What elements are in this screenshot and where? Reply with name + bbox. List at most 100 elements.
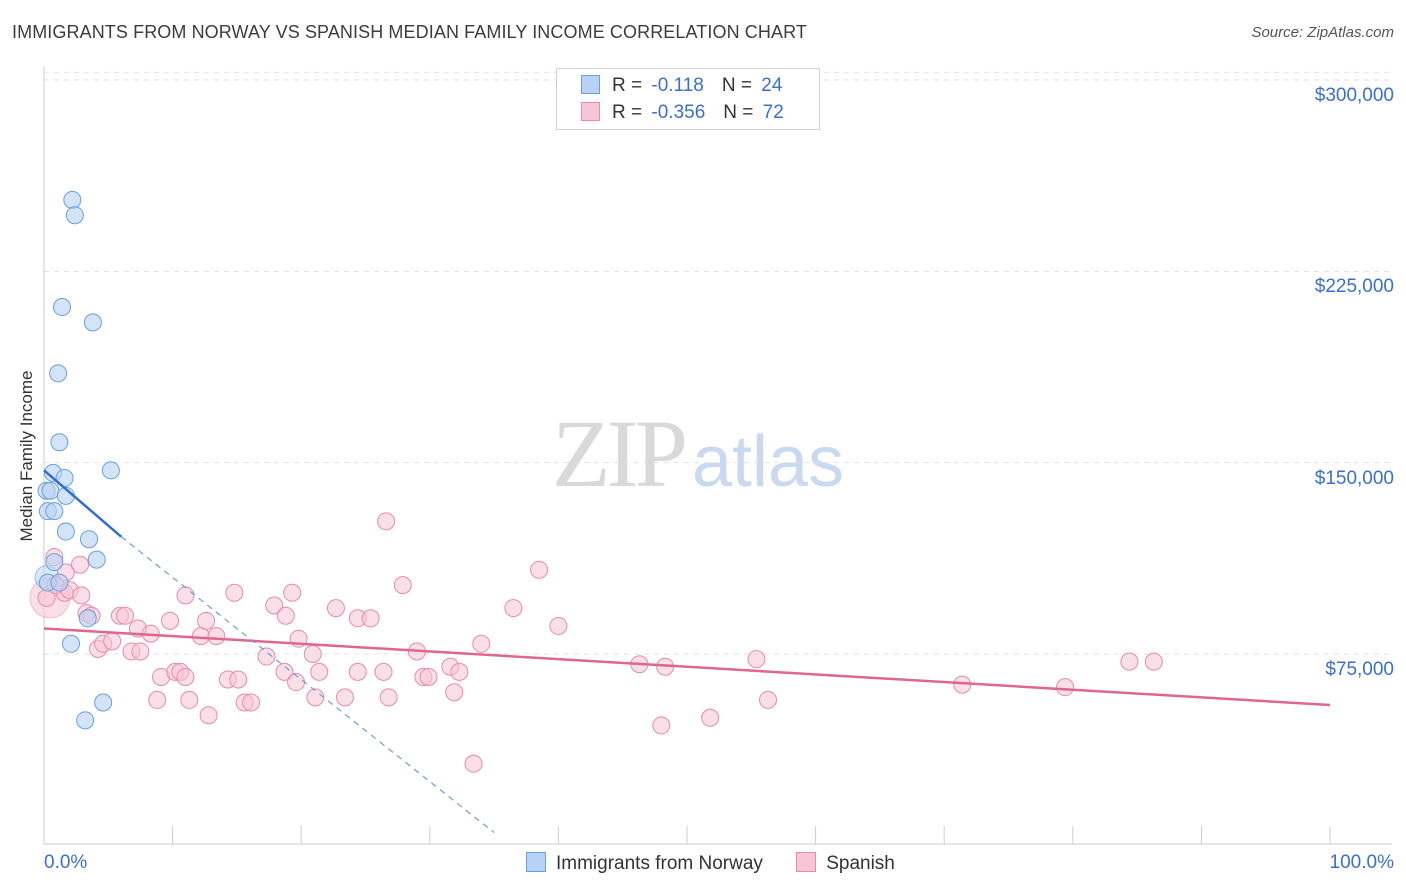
spanish-trend-line	[43, 627, 1331, 707]
trend-lines	[43, 469, 1331, 834]
spanish-point	[161, 611, 180, 630]
norway-point	[45, 502, 64, 521]
spanish-point	[229, 670, 248, 689]
y-tick-label: $225,000	[1314, 276, 1394, 298]
spanish-point	[379, 688, 398, 707]
spanish-point	[326, 599, 345, 618]
series-label-norway: Immigrants from Norway	[556, 853, 763, 874]
y-axis-label: Median Family Income	[17, 370, 36, 542]
spanish-point	[310, 662, 329, 681]
spanish-point	[103, 632, 122, 651]
series-swatch-norway	[526, 852, 546, 872]
y-tick-label: $150,000	[1314, 467, 1394, 489]
series-label-spanish: Spanish	[826, 853, 895, 874]
legend-r-value-spanish: -0.356	[651, 102, 706, 123]
y-tick-label: $300,000	[1314, 85, 1394, 106]
spanish-point	[176, 667, 195, 686]
spanish-point	[1144, 652, 1163, 671]
spanish-point	[199, 706, 218, 725]
spanish-point	[652, 716, 671, 735]
spanish-point	[131, 642, 150, 661]
norway-point	[49, 364, 68, 383]
norway-point	[45, 553, 64, 572]
spanish-point	[283, 583, 302, 602]
spanish-point	[361, 609, 380, 628]
spanish-point	[72, 586, 91, 605]
spanish-point	[464, 754, 483, 773]
legend-row-spanish: R = -0.356 N = 72	[581, 102, 784, 126]
spanish-point	[1056, 678, 1075, 697]
spanish-point	[148, 690, 167, 709]
spanish-point	[348, 662, 367, 681]
spanish-point	[116, 606, 135, 625]
spanish-point	[197, 611, 216, 630]
spanish-point	[374, 662, 393, 681]
spanish-point	[225, 583, 244, 602]
spanish-point	[504, 599, 523, 618]
spanish-point	[242, 693, 261, 712]
norway-point	[78, 609, 97, 628]
correlation-legend: R = -0.118 N = 24 R = -0.356 N = 72	[556, 68, 820, 130]
y-tick-label: $75,000	[1325, 659, 1394, 680]
legend-swatch-spanish	[581, 102, 600, 121]
spanish-point	[257, 647, 276, 666]
legend-n-label: N =	[723, 102, 754, 123]
legend-n-label: N =	[721, 75, 752, 96]
norway-point	[87, 550, 106, 569]
source-note: Source: ZipAtlas.com	[1251, 24, 1394, 41]
spanish-point	[445, 683, 464, 702]
spanish-point	[1120, 652, 1139, 671]
norway-point	[50, 573, 69, 592]
chart-title: IMMIGRANTS FROM NORWAY VS SPANISH MEDIAN…	[12, 22, 807, 42]
legend-n-value-norway: 24	[761, 75, 783, 96]
axes	[43, 66, 1392, 845]
data-points	[29, 190, 1163, 773]
legend-n-value-spanish: 72	[762, 102, 784, 123]
norway-point	[80, 530, 99, 549]
norway-point	[83, 313, 102, 332]
spanish-point	[306, 688, 325, 707]
norway-point	[56, 522, 75, 541]
norway-point	[50, 433, 69, 452]
spanish-point	[759, 690, 778, 709]
norway-point	[94, 693, 113, 712]
spanish-point	[335, 688, 354, 707]
legend-row-norway: R = -0.118 N = 24	[581, 75, 782, 99]
spanish-point	[303, 645, 322, 663]
norway-trend-extension	[120, 536, 495, 834]
spanish-point	[393, 576, 412, 595]
spanish-point	[207, 627, 226, 646]
spanish-point	[530, 560, 549, 579]
spanish-point	[549, 616, 568, 635]
series-legend-norway[interactable]: Immigrants from Norway	[526, 852, 763, 875]
spanish-point	[265, 596, 284, 615]
spanish-point	[472, 634, 491, 653]
legend-r-label: R =	[612, 102, 643, 123]
norway-point	[62, 634, 81, 653]
series-swatch-spanish	[796, 852, 817, 872]
norway-point	[63, 190, 82, 209]
norway-point	[41, 481, 60, 500]
legend-r-value-norway: -0.118	[651, 75, 704, 96]
spanish-point	[191, 627, 210, 646]
spanish-point	[747, 650, 766, 669]
spanish-point	[450, 662, 469, 681]
x-axis-min-label: 0.0%	[44, 852, 88, 873]
norway-trend-line	[43, 469, 122, 538]
spanish-point	[276, 606, 295, 625]
spanish-point	[377, 512, 396, 531]
legend-swatch-norway	[581, 75, 600, 94]
spanish-point	[71, 555, 90, 574]
spanish-point	[701, 708, 720, 727]
spanish-point	[180, 690, 199, 709]
spanish-point	[176, 586, 195, 605]
x-axis-max-label: 100.0%	[1329, 852, 1394, 873]
spanish-point	[275, 662, 294, 681]
legend-r-label: R =	[612, 75, 643, 96]
norway-point	[101, 461, 120, 480]
spanish-point	[419, 667, 438, 686]
series-legend-spanish[interactable]: Spanish	[796, 852, 895, 875]
series-legend: Immigrants from Norway Spanish	[526, 852, 923, 875]
grid-lines	[44, 71, 1392, 655]
